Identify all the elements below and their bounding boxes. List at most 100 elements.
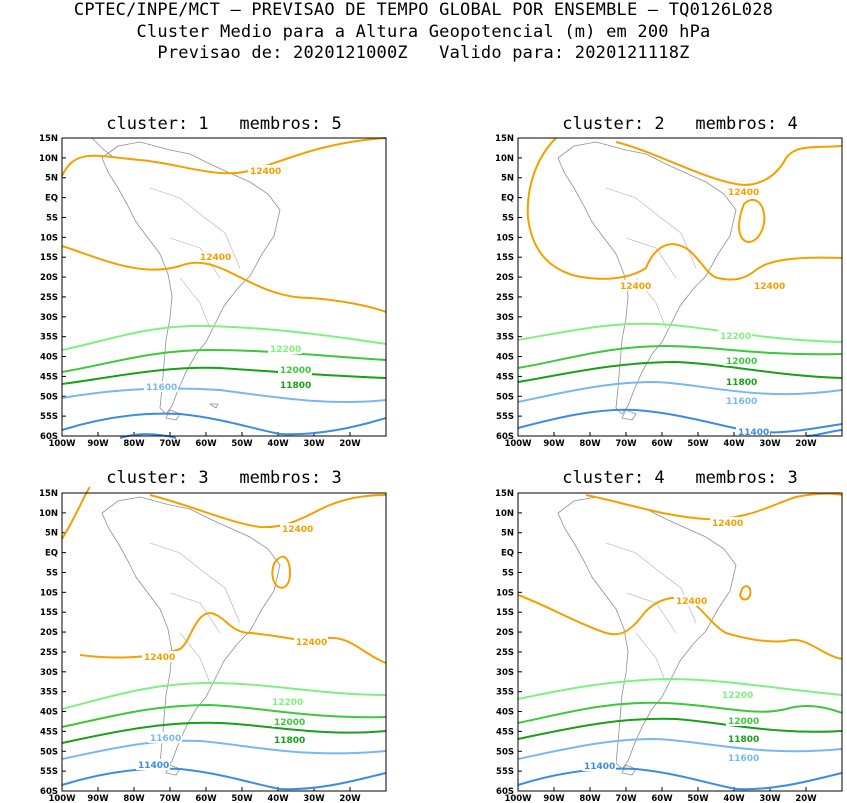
lon-tick-label: 30W bbox=[303, 439, 325, 448]
contour-label: 11600 bbox=[150, 734, 181, 744]
lat-tick-label: 5N bbox=[501, 529, 514, 539]
contour-label: 12400 bbox=[296, 638, 327, 648]
lon-tick-label: 80W bbox=[579, 439, 601, 448]
contours bbox=[61, 137, 387, 439]
contour-label: 12400 bbox=[712, 519, 743, 529]
contours bbox=[517, 492, 843, 791]
lon-axis: 100W 90W 80W 70W 60W 50W 40W 30W 20W bbox=[48, 432, 361, 448]
lat-tick-label: 50S bbox=[496, 747, 514, 757]
contour-label: 11800 bbox=[728, 735, 759, 745]
lat-tick-label: 20S bbox=[40, 628, 58, 638]
contour-label: 12000 bbox=[274, 718, 305, 728]
lat-tick-label: 25S bbox=[40, 648, 58, 658]
lon-tick-label: 90W bbox=[87, 439, 109, 448]
lon-tick-label: 20W bbox=[339, 794, 361, 803]
lat-tick-label: 35S bbox=[496, 688, 514, 698]
lon-tick-label: 90W bbox=[543, 794, 565, 803]
lon-tick-label: 20W bbox=[795, 439, 817, 448]
lat-axis: 15N 10N 5N EQ 5S 10S 15S 20S 25S 30S 35S 40S 45S 50S 5… bbox=[39, 489, 66, 797]
lat-tick-label: 5N bbox=[45, 174, 58, 184]
lat-tick-label: 45S bbox=[40, 372, 58, 382]
header-line-3: Previsao de: 2020121000Z Valido para: 20… bbox=[157, 43, 690, 63]
contour-label: 11400 bbox=[138, 761, 169, 771]
lat-tick-label: 40S bbox=[40, 708, 58, 718]
panel-3-map: 15N 10N 5N EQ 5S 10S 15S 20S 25S 30S 35S 40S 45S 50S 5… bbox=[39, 486, 387, 803]
lon-tick-label: 100W bbox=[48, 794, 76, 803]
lon-tick-label: 40W bbox=[267, 794, 289, 803]
lat-tick-label: 30S bbox=[496, 668, 514, 678]
lon-tick-label: 60W bbox=[651, 794, 673, 803]
panel-2-title: cluster: 2 membros: 4 bbox=[562, 114, 798, 134]
lat-tick-label: 20S bbox=[496, 273, 514, 283]
lat-tick-label: 45S bbox=[496, 372, 514, 382]
lon-tick-label: 30W bbox=[759, 439, 781, 448]
panel-1-map: 15N 10N 5N EQ 5S 10S 15S 20S 25S 30S 35S 40S 45S 50S 5… bbox=[39, 134, 387, 448]
contour-label: 12200 bbox=[720, 332, 751, 342]
lon-tick-label: 30W bbox=[303, 794, 325, 803]
contour-labels: 12400 12400 12200 12000 11800 11600 bbox=[144, 165, 312, 393]
lon-tick-label: 60W bbox=[195, 439, 217, 448]
lat-tick-label: 15N bbox=[495, 134, 514, 144]
contour-label: 12400 bbox=[144, 653, 175, 663]
lon-tick-label: 80W bbox=[123, 439, 145, 448]
lat-tick-label: 5S bbox=[502, 213, 514, 223]
lat-tick-label: 25S bbox=[496, 293, 514, 303]
lon-tick-label: 50W bbox=[687, 439, 709, 448]
lat-tick-label: 15S bbox=[496, 608, 514, 618]
lon-axis: 100W 90W 80W 70W 60W 50W 40W 30W 20W bbox=[504, 787, 817, 803]
header-line-2: Cluster Medio para a Altura Geopotencial… bbox=[136, 22, 711, 42]
lat-tick-label: 10S bbox=[496, 588, 514, 598]
panel-4-title: cluster: 4 membros: 3 bbox=[562, 468, 798, 488]
lon-tick-label: 30W bbox=[759, 794, 781, 803]
lat-axis: 15N 10N 5N EQ 5S 10S 15S 20S 25S 30S 35S 40S 45S 50S 5… bbox=[39, 134, 66, 442]
lat-tick-label: 20S bbox=[40, 273, 58, 283]
contour-label: 12200 bbox=[270, 345, 301, 355]
lon-tick-label: 70W bbox=[615, 439, 637, 448]
lat-tick-label: 15S bbox=[40, 253, 58, 263]
lat-tick-label: 20S bbox=[496, 628, 514, 638]
lat-tick-label: 5N bbox=[501, 174, 514, 184]
lon-tick-label: 100W bbox=[504, 439, 532, 448]
contour-label: 12400 bbox=[728, 188, 759, 198]
lat-tick-label: EQ bbox=[501, 549, 514, 559]
lon-tick-label: 100W bbox=[504, 794, 532, 803]
lat-tick-label: 35S bbox=[496, 333, 514, 343]
lat-tick-label: 10N bbox=[495, 509, 514, 519]
contour-label: 11600 bbox=[146, 383, 177, 393]
lat-tick-label: 45S bbox=[40, 727, 58, 737]
lat-tick-label: 15S bbox=[40, 608, 58, 618]
contour-label: 12400 bbox=[676, 597, 707, 607]
contour-label: 12400 bbox=[620, 282, 651, 292]
header-line-1: CPTEC/INPE/MCT – PREVISAO DE TEMPO GLOBA… bbox=[73, 0, 774, 20]
lon-tick-label: 40W bbox=[723, 794, 745, 803]
lat-tick-label: 30S bbox=[496, 313, 514, 323]
contour-label: 12200 bbox=[272, 698, 303, 708]
lat-tick-label: EQ bbox=[45, 549, 58, 559]
panel-1-title: cluster: 1 membros: 5 bbox=[106, 114, 342, 134]
lat-tick-label: 5N bbox=[45, 529, 58, 539]
contour-labels: 12400 12400 12400 12200 12000 11800 1160… bbox=[618, 186, 786, 438]
lon-tick-label: 70W bbox=[159, 439, 181, 448]
lon-tick-label: 90W bbox=[543, 439, 565, 448]
lat-tick-label: 15S bbox=[496, 253, 514, 263]
lon-tick-label: 20W bbox=[795, 794, 817, 803]
map-frame bbox=[517, 137, 843, 437]
contour-label: 12400 bbox=[282, 525, 313, 535]
lon-tick-label: 80W bbox=[579, 794, 601, 803]
lon-tick-label: 50W bbox=[687, 794, 709, 803]
contour-label: 11400 bbox=[738, 428, 769, 438]
lat-tick-label: 50S bbox=[40, 747, 58, 757]
coastline bbox=[557, 496, 737, 776]
contour-label: 12400 bbox=[754, 282, 785, 292]
lon-tick-label: 40W bbox=[723, 439, 745, 448]
contour-label: 11600 bbox=[728, 754, 759, 764]
contour-label: 11600 bbox=[726, 397, 757, 407]
coastline bbox=[101, 496, 281, 776]
lat-tick-label: 10S bbox=[496, 233, 514, 243]
lat-tick-label: 15N bbox=[39, 134, 58, 144]
lat-tick-label: 60S bbox=[496, 432, 514, 442]
panel-4-map: 15N 10N 5N EQ 5S 10S 15S 20S 25S 30S 35S 40S 45S 50S 5… bbox=[495, 489, 843, 803]
lat-tick-label: EQ bbox=[501, 194, 514, 204]
contours bbox=[61, 486, 387, 791]
lat-tick-label: 10S bbox=[40, 233, 58, 243]
